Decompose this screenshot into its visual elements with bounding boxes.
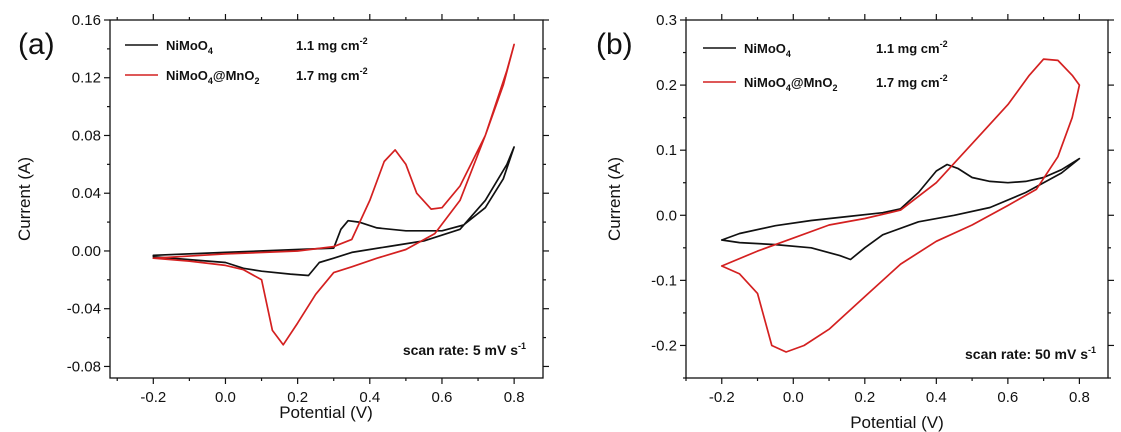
x-tick-label: -0.2 — [140, 389, 166, 406]
x-tick-label: 0.6 — [432, 389, 453, 406]
panel-b: -0.2 0.0 0.2 0.4 0.6 0.8-0.2-0.10.00.10.20.3 … — [596, 12, 1114, 432]
legend-label-nimoo4: NiMoO4 — [166, 38, 213, 56]
y-tick-label: 0.04 — [72, 185, 101, 202]
series-line-nimoo4 — [152, 146, 515, 277]
series-line-nimoo4-mno2 — [720, 58, 1081, 353]
y-tick-label: 0.1 — [656, 142, 677, 159]
panel-a: -0.2 0.0 0.2 0.4 0.6 0.8 -0.08 -0.04 0.00 0.04 0.0… — [15, 12, 549, 422]
x-tick-label: 0.6 — [997, 389, 1018, 406]
legend-label-nimoo4: NiMoO4 — [744, 41, 791, 59]
scan-rate-annotation: scan rate: 50 mV s-1 — [965, 345, 1096, 362]
legend-loading-nimoo4: 1.1 mg cm-2 — [296, 36, 368, 53]
y-tick-label: 0.08 — [72, 127, 101, 144]
x-axis-title: Potential (V) — [279, 403, 373, 422]
plot-frame — [685, 19, 1109, 379]
x-tick-label: 0.2 — [287, 389, 308, 406]
x-tick-label: 0.8 — [504, 389, 525, 406]
series-layer — [152, 43, 515, 346]
series-line-nimoo4-mno2 — [152, 43, 515, 346]
x-tick-label: 0.8 — [1069, 389, 1090, 406]
scan-rate-annotation: scan rate: 5 mV s-1 — [403, 341, 526, 358]
axis-ticks: -0.2 0.0 0.2 0.4 0.6 0.8 -0.2 -0.1 0.0 0.1 0.2 0.3 — [651, 12, 1114, 406]
x-tick-label: 0.4 — [359, 389, 380, 406]
axis-ticks: -0.2 0.0 0.2 0.4 0.6 0.8 -0.08 -0.04 0.00 0.04 0.0… — [67, 12, 549, 406]
y-tick-label: -0.04 — [67, 301, 101, 318]
y-tick-label: 0.0 — [656, 207, 677, 224]
plot-frame — [109, 19, 544, 379]
y-tick-label: 0.12 — [72, 70, 101, 87]
y-tick-label: -0.2 — [651, 337, 677, 354]
x-tick-label: 0.2 — [854, 389, 875, 406]
x-tick-label: 0.0 — [783, 389, 804, 406]
legend-loading-nimoo4-mno2: 1.7 mg cm-2 — [296, 66, 368, 83]
y-axis-title: Current (A) — [605, 157, 624, 241]
y-tick-label: -0.08 — [67, 358, 101, 375]
panel-label: (a) — [18, 28, 55, 61]
legend-label-nimoo4-mno2: NiMoO4@MnO2 — [166, 68, 259, 86]
series-layer — [720, 58, 1081, 353]
y-tick-label: 0.00 — [72, 243, 101, 260]
y-tick-label: -0.1 — [651, 272, 677, 289]
panel-label: (b) — [596, 28, 633, 61]
x-tick-label: -0.2 — [709, 389, 735, 406]
x-tick-label: 0.4 — [926, 389, 947, 406]
legend-loading-nimoo4-mno2: 1.7 mg cm-2 — [876, 73, 948, 90]
legend-label-nimoo4-mno2: NiMoO4@MnO2 — [744, 75, 837, 93]
y-axis-title: Current (A) — [15, 157, 34, 241]
legend-loading-nimoo4: 1.1 mg cm-2 — [876, 39, 948, 56]
legend: NiMoO4 1.1 mg cm-2 NiMoO4@MnO2 1.7 mg cm… — [125, 36, 368, 86]
y-tick-label: 0.3 — [656, 12, 677, 29]
y-tick-label: 0.2 — [656, 77, 677, 94]
x-tick-label: 0.0 — [215, 389, 236, 406]
legend: NiMoO4 1.1 mg cm-2 NiMoO4@MnO2 1.7 mg cm… — [703, 39, 948, 93]
y-tick-label: 0.16 — [72, 12, 101, 29]
x-axis-title: Potential (V) — [850, 413, 944, 432]
